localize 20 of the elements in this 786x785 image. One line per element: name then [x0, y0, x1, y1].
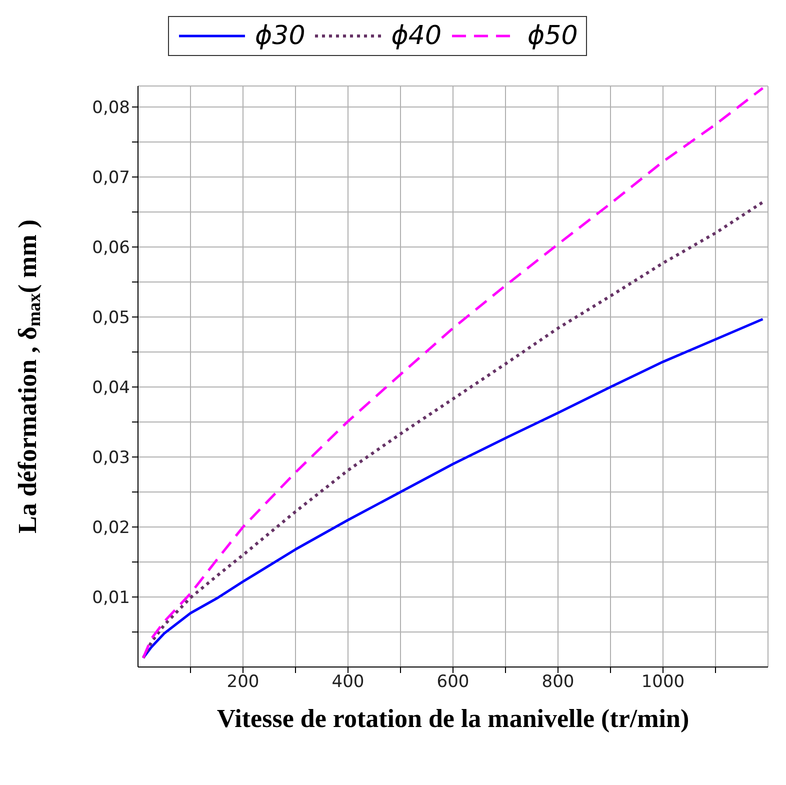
y-tick-label: 0,01 [92, 588, 130, 608]
y-tick-label: 0,02 [92, 518, 130, 538]
y-tick-label: 0,06 [92, 238, 130, 258]
x-tick-label: 600 [436, 672, 470, 692]
y-tick-label: 0,08 [92, 98, 130, 118]
x-tick-label: 1000 [641, 672, 685, 692]
y-tick-label: 0,05 [92, 308, 130, 328]
legend-label: ϕ50 [528, 21, 578, 51]
legend-label: ϕ30 [255, 21, 306, 51]
y-tick-label: 0,04 [92, 378, 130, 398]
x-tick-label: 200 [226, 672, 260, 692]
x-tick-label: 800 [542, 672, 574, 692]
line-series [142, 86, 764, 660]
y-tick-label: 0,03 [92, 448, 130, 468]
y-tick-label: 0,07 [92, 168, 130, 188]
line-series [142, 200, 764, 660]
x-axis-title: Vitesse de rotation de la manivelle (tr/min) [216, 704, 690, 733]
legend-label: ϕ40 [391, 21, 442, 51]
line-series [142, 318, 764, 660]
x-tick-label: 400 [332, 672, 364, 692]
